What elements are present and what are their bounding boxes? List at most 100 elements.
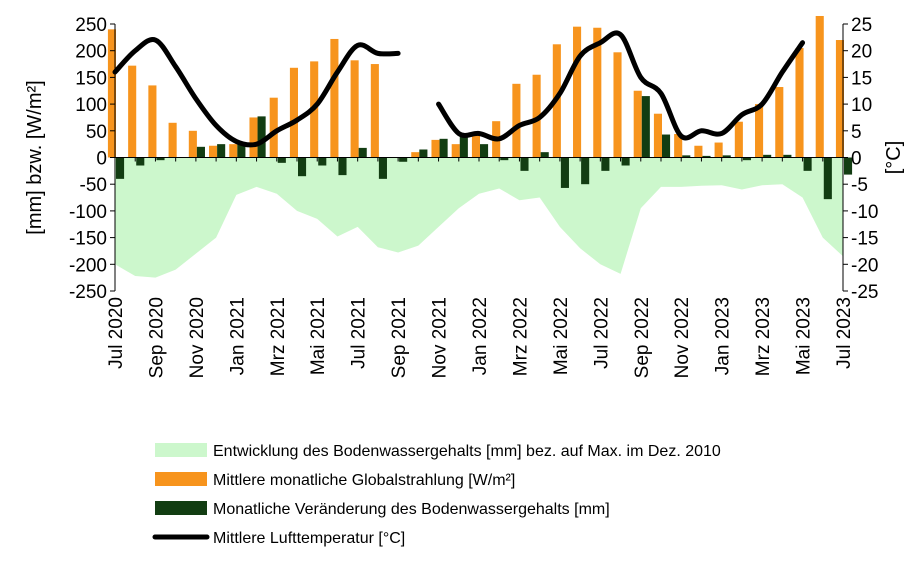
soil-water-change-bar (156, 157, 165, 161)
axes-layer: 250200150100500-50-100-150-200-250252015… (24, 15, 905, 378)
y2-tick-label: -20 (851, 255, 878, 276)
radiation-bar (734, 121, 743, 158)
radiation-bar (209, 145, 218, 158)
soil-water-change-bar (662, 134, 671, 158)
x-tick-label: Jan 2022 (470, 297, 491, 375)
soil-water-change-bar (803, 157, 812, 171)
y2-tick-label: 0 (851, 149, 862, 170)
x-tick-label: Mrz 2023 (753, 297, 774, 376)
radiation-bar (107, 29, 116, 158)
y2-tick-label: 20 (851, 42, 872, 63)
soil-water-change-bar (136, 157, 145, 166)
legend-swatch (155, 472, 207, 486)
x-tick-label: Jul 2023 (834, 297, 855, 369)
soil-water-change-bar (298, 157, 307, 177)
y2-tick-label: 25 (851, 15, 872, 36)
y-tick-label: 150 (75, 68, 107, 89)
radiation-bar (168, 122, 177, 158)
soil-water-change-bar (237, 142, 246, 158)
y2-tick-label: -5 (851, 175, 868, 196)
legend-label: Monatliche Veränderung des Bodenwasserge… (213, 501, 610, 518)
radiation-bar (674, 134, 683, 158)
soil-water-change-bar (540, 152, 549, 158)
y-tick-label: 0 (96, 149, 107, 170)
soil-water-area (115, 157, 843, 278)
y-axis-title: [mm] bzw. [W/m²] (24, 80, 46, 234)
x-tick-label: Mai 2021 (308, 297, 329, 375)
radiation-bar (593, 27, 602, 158)
legend-label: Mittlere monatliche Globalstrahlung [W/m… (213, 472, 515, 489)
y2-tick-label: -10 (851, 202, 878, 223)
radiation-bar (694, 145, 703, 158)
radiation-bar (532, 74, 541, 158)
y-tick-label: 250 (75, 15, 107, 36)
soil-water-change-bar (621, 157, 630, 166)
soil-water-change-bar (641, 96, 650, 158)
radiation-bar (249, 117, 258, 158)
soil-water-change-bar (318, 157, 327, 166)
radiation-bar (573, 26, 582, 158)
soil-water-change-bar (196, 146, 205, 158)
soil-water-area-layer (115, 157, 843, 278)
y-tick-label: -100 (69, 202, 107, 223)
soil-water-change-bar (480, 144, 489, 158)
soil-water-change-bar (844, 157, 853, 175)
radiation-bar (755, 104, 764, 158)
soil-water-change-bar (682, 155, 691, 158)
radiation-bar (128, 65, 137, 158)
y-tick-label: -150 (69, 229, 107, 250)
soil-water-change-bar (601, 157, 610, 171)
soil-water-change-bar (783, 154, 792, 158)
radiation-bar (653, 113, 662, 158)
y-tick-label: 100 (75, 95, 107, 116)
y2-tick-label: -15 (851, 229, 878, 250)
radiation-bar (795, 48, 804, 158)
temperature-line (112, 37, 401, 148)
x-tick-label: Mrz 2021 (268, 297, 289, 376)
soil-water-change-bar (742, 157, 751, 161)
bars-layer (107, 15, 853, 200)
y2-tick-label: -25 (851, 282, 878, 303)
radiation-bar (835, 40, 844, 158)
y-tick-label: -250 (69, 282, 107, 303)
soil-water-change-bar (116, 157, 125, 179)
x-tick-label: Nov 2020 (187, 297, 208, 378)
soil-water-change-bar (500, 157, 509, 161)
y2-tick-label: 15 (851, 68, 872, 89)
soil-water-change-bar (277, 157, 286, 163)
radiation-bar (815, 15, 824, 158)
legend-swatch (155, 501, 207, 515)
legend-label: Entwicklung des Bodenwassergehalts [mm] … (213, 443, 721, 460)
radiation-bar (350, 60, 359, 158)
legend: Entwicklung des Bodenwassergehalts [mm] … (152, 443, 721, 547)
soil-water-change-bar (823, 157, 832, 200)
radiation-bar (411, 152, 420, 158)
x-tick-label: Jul 2020 (106, 297, 127, 369)
x-tick-label: Mai 2022 (551, 297, 572, 375)
soil-water-change-bar (358, 147, 367, 158)
legend-swatch (155, 443, 207, 457)
soil-water-change-bar (581, 157, 590, 185)
x-tick-label: Sep 2021 (389, 297, 410, 378)
soil-water-change-bar (217, 144, 226, 158)
radiation-bar (269, 97, 278, 158)
x-tick-label: Mrz 2022 (510, 297, 531, 376)
soil-water-change-bar (702, 155, 711, 158)
soil-water-change-bar (763, 154, 772, 158)
x-tick-label: Sep 2022 (632, 297, 653, 378)
x-tick-label: Jan 2021 (227, 297, 248, 375)
y-tick-label: 200 (75, 42, 107, 63)
temperature-line-layer (112, 30, 806, 148)
soil-water-change-bar (459, 136, 468, 158)
x-tick-label: Mai 2023 (794, 297, 815, 375)
y2-tick-label: 5 (851, 122, 862, 143)
radiation-bar (512, 83, 521, 158)
soil-water-change-bar (338, 157, 347, 176)
soil-water-change-bar (378, 157, 387, 179)
legend-label: Mittlere Lufttemperatur [°C] (213, 530, 405, 547)
x-tick-label: Jul 2021 (349, 297, 370, 369)
x-tick-label: Sep 2020 (146, 297, 167, 378)
soil-water-change-bar (399, 157, 408, 162)
